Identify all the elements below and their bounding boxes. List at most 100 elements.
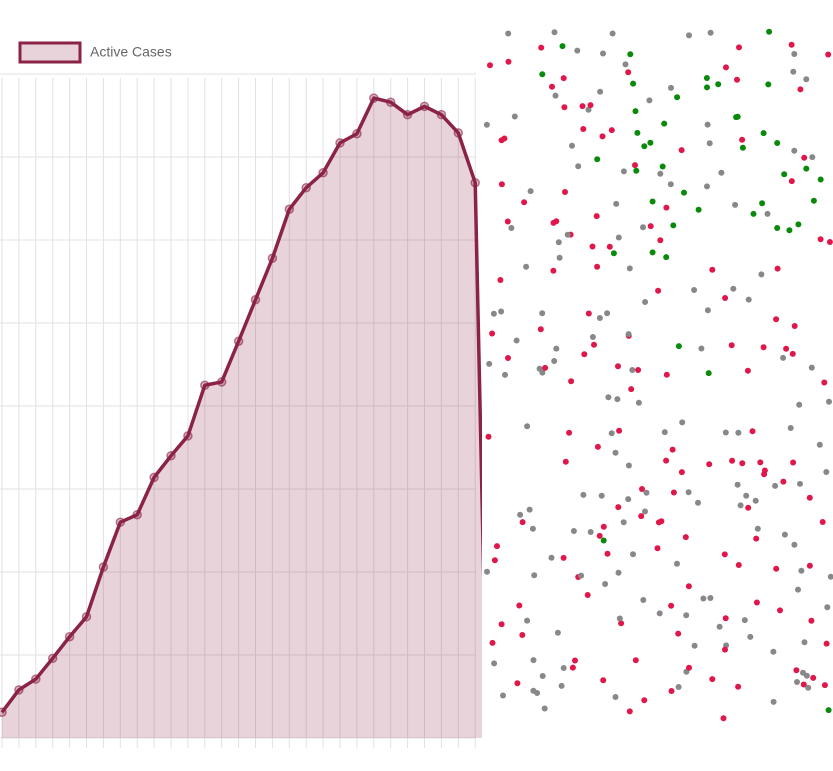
person-dot [709,676,716,683]
point [0,707,7,718]
person-dot [663,457,670,464]
person-dot [640,597,647,603]
person-dot [600,523,607,530]
person-dot [585,106,592,113]
person-dot [562,458,569,465]
point [318,168,328,178]
person-dot [685,489,692,496]
person-dot [486,360,493,367]
person-dot [549,83,555,90]
person-dot [663,204,670,211]
person-dot [745,504,752,511]
person-dot [821,379,828,386]
person-dot [668,602,675,609]
person-dot [489,330,496,337]
person-dot [803,165,810,172]
person-dot [781,171,788,178]
person-dot [581,351,588,358]
person-dot [695,499,701,506]
person-dot [626,708,633,715]
person-dot [777,607,783,614]
person-dot [827,573,833,580]
person-dot [608,430,615,437]
person-dot [484,568,490,575]
person-dot [728,342,735,349]
point [335,138,345,148]
person-dot [572,657,578,664]
person-dot [498,181,505,188]
person-dot [513,337,520,344]
legend-label[interactable]: Active Cases [90,44,172,60]
person-dot [816,441,823,448]
point [183,431,193,441]
person-dot [597,88,604,95]
person-dot [675,343,682,350]
person-dot [661,120,668,127]
person-dot [780,354,787,361]
point [250,295,261,305]
person-dot [489,639,496,646]
person-dot [640,224,646,231]
person-dot [612,449,619,456]
person-dot [686,664,692,671]
person-dot [539,310,546,317]
person-dot [773,565,780,572]
person-dot [806,494,813,501]
person-dot [808,364,815,371]
person-dot [674,94,681,101]
point [81,612,92,622]
person-dot [548,554,555,561]
person-dot [661,429,668,436]
person-dot [550,267,557,274]
person-dot [647,223,654,230]
person-dot [560,665,567,671]
person-dot [795,586,801,593]
person-dot [591,341,597,348]
point [352,129,362,139]
person-dot [632,108,639,115]
person-dot [720,715,727,722]
person-dot [787,425,794,431]
person-dot [536,365,543,372]
person-dot [600,50,606,57]
person-dot [821,682,828,689]
person-dot [735,562,742,568]
person-dot [647,139,654,146]
person-dot [715,81,722,88]
person-dot [722,615,729,622]
person-dot [635,399,642,406]
person-dot [625,496,632,503]
person-dot [760,344,767,351]
person-dot [663,371,670,378]
person-dot [534,690,541,696]
person-dot [823,640,830,647]
person-dot [704,121,711,128]
person-dot [772,482,779,489]
person-dot [649,249,656,256]
person-dot [491,660,498,667]
person-dot [569,142,575,149]
legend-swatch[interactable] [18,41,82,64]
person-dot [675,630,682,637]
person-dot [616,427,623,434]
person-dot [659,163,666,170]
person-dot [505,355,511,361]
person-dot [485,433,492,440]
person-dot [734,113,741,120]
person-dot [594,443,601,450]
person-dot [604,310,611,317]
person-dot [656,610,663,617]
person-dot [530,657,537,664]
person-dot [753,599,760,606]
person-dot [786,227,793,234]
person-dot [504,218,511,225]
person-dot [678,469,685,476]
person-dot [707,29,714,36]
person-dot [604,550,611,557]
person-dot [791,51,798,57]
person-dot [675,684,682,690]
person-dot [707,595,714,601]
person-dot [539,673,546,679]
person-dot [629,367,636,373]
